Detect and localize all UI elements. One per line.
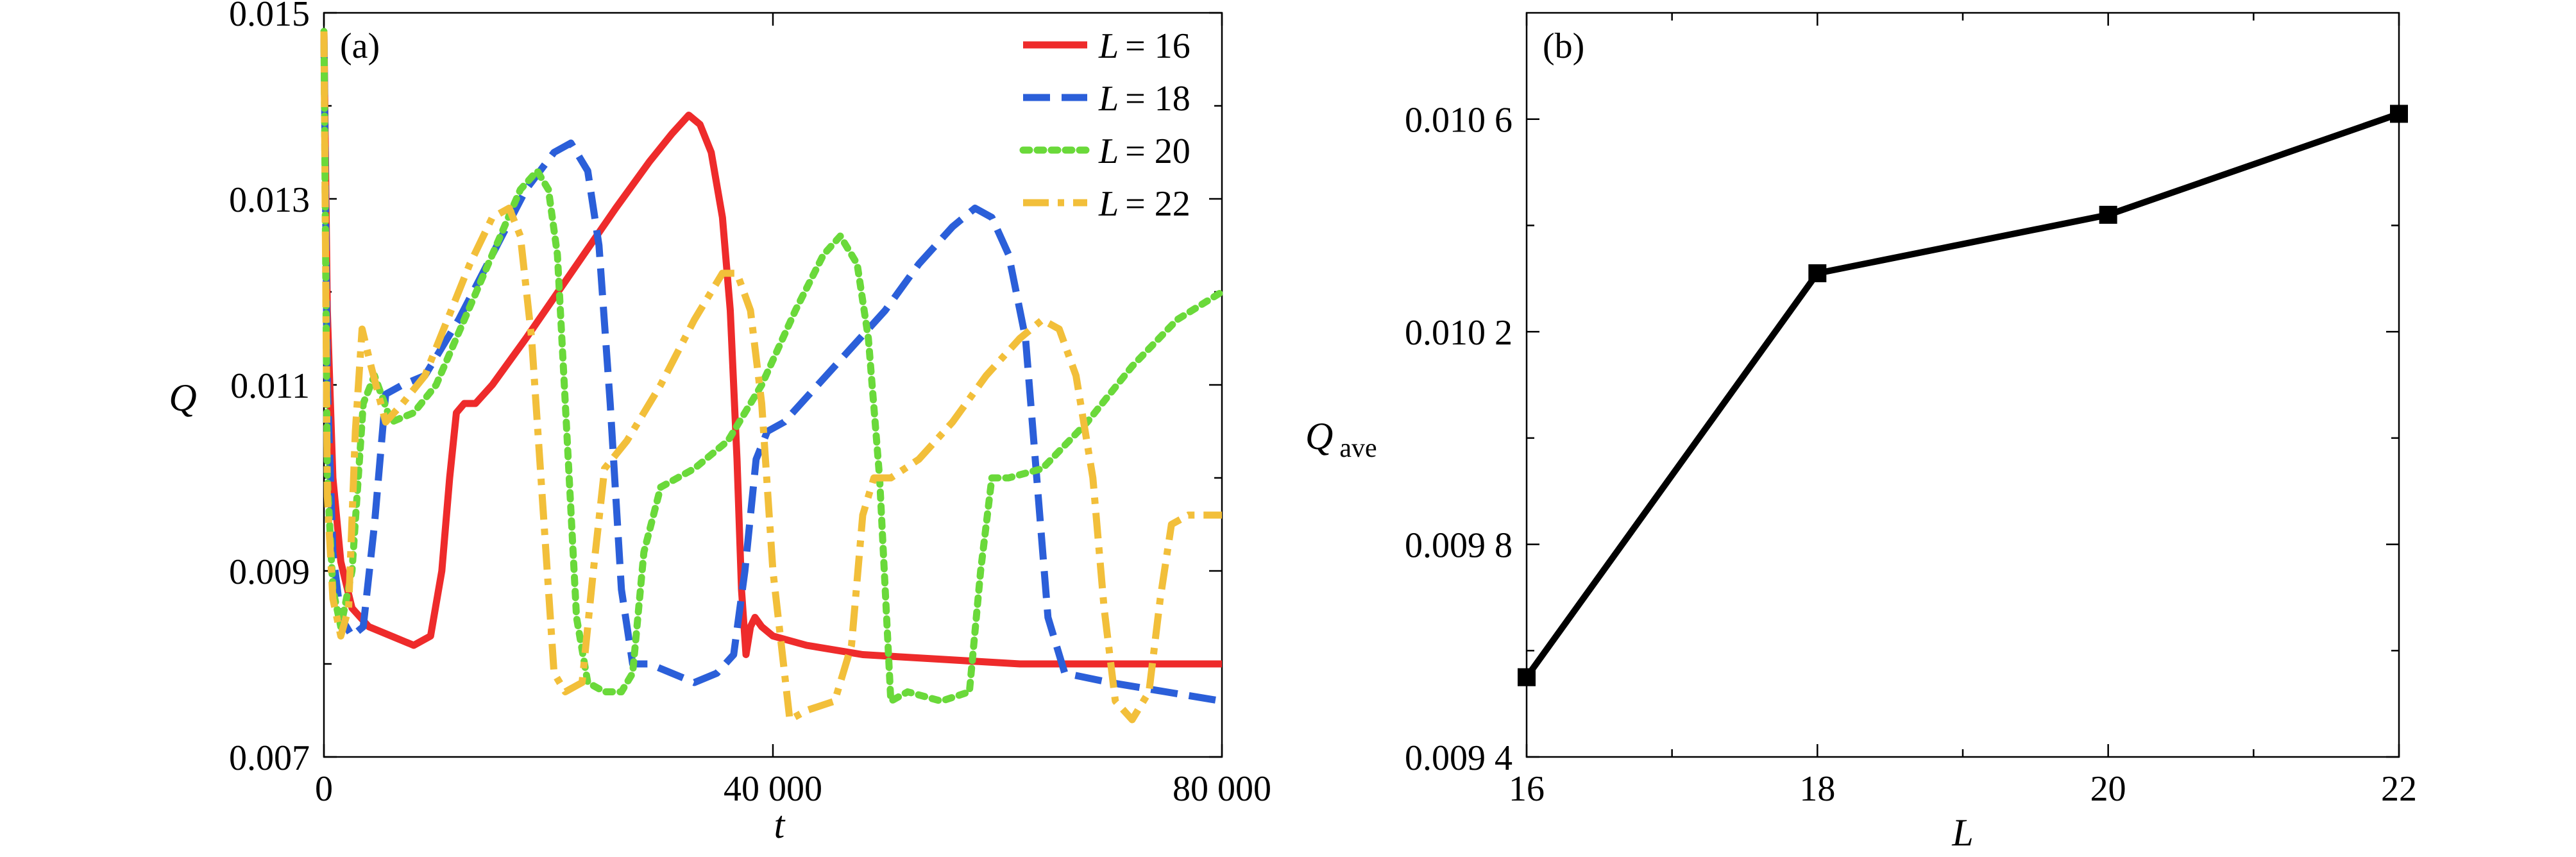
panel-a-plot-frame [323,12,1223,758]
y-tick-label: 0.015 [229,0,310,34]
panel-b-line-chart: 16 18 20 22 0.009 4 0.009 8 0.010 2 0.010 6 (b)… [1305,12,2417,854]
panel-b-series-line [1523,110,2400,679]
series-line [1523,110,2400,679]
panel-a-series-lines [320,28,1226,724]
y-tick-label: 0.009 8 [1405,526,1513,566]
series-line-L22 [320,31,1222,724]
panel-b-xlabel: L [1951,811,1973,854]
legend-entry-variable: L [1098,132,1119,171]
data-point-marker [1518,668,1536,686]
legend-entry: L = 18 [1098,79,1191,119]
legend-entry-variable: L [1098,184,1119,224]
panel-a-label: (a) [340,26,380,66]
panel-a-line-chart: 0 40 000 80 000 0.007 0.009 0.011 0.013 0.015 (… [169,0,1271,846]
panel-b-ylabel: Q ave [1305,415,1377,463]
y-tick-label: 0.011 [230,366,310,406]
y-tick-label: 0.009 4 [1405,738,1513,778]
legend-entry-value: = 18 [1125,79,1191,119]
panel-a-xlabel: t [774,804,786,846]
panel-a-legend: L = 16L = 18L = 20L = 22 [1019,26,1191,224]
legend-entry-value: = 20 [1125,132,1191,171]
panel-b-plot-frame [1525,12,2400,758]
panel-a-ylabel: Q [169,377,196,419]
data-point-marker [1808,264,1827,282]
x-tick-label: 16 [1509,769,1545,809]
legend-entry-variable: L [1098,79,1119,119]
x-tick-label: 40 000 [724,769,822,809]
y-tick-label: 0.009 [229,552,310,592]
x-tick-label: 18 [1799,769,1835,809]
legend-entry: L = 20 [1098,132,1191,171]
panel-b-ylabel-main: Q [1305,415,1333,457]
panel-a-ticks [323,12,1223,758]
y-tick-label: 0.010 6 [1405,101,1513,140]
x-tick-label: 22 [2381,769,2417,809]
series-line-L18 [320,31,1223,705]
legend-entry-variable: L [1098,26,1119,66]
data-point-marker [2099,205,2117,224]
y-tick-label: 0.010 2 [1405,313,1513,353]
series-line-L20 [320,28,1226,705]
panel-b-label: (b) [1543,26,1584,66]
y-tick-label: 0.007 [229,738,310,778]
panel-a-tick-labels: 0 40 000 80 000 0.007 0.009 0.011 0.013 0.015 [229,0,1271,809]
panel-b-ticks [1525,13,2400,758]
panel-b-ylabel-subscript: ave [1339,434,1377,463]
panel-b-tick-labels: 16 18 20 22 0.009 4 0.009 8 0.010 2 0.010 6 [1405,101,2417,809]
series-line-L16 [320,31,1222,668]
legend-entry-value: = 22 [1125,184,1191,224]
legend-entry: L = 22 [1098,184,1191,224]
y-tick-label: 0.013 [229,180,310,220]
legend-entry: L = 16 [1098,26,1191,66]
x-tick-label: 80 000 [1173,769,1271,809]
legend-entry-value: = 16 [1125,26,1191,66]
x-tick-label: 20 [2090,769,2126,809]
x-tick-label: 0 [315,769,333,809]
data-point-marker [2390,105,2408,123]
panel-b-markers [1518,105,2408,686]
